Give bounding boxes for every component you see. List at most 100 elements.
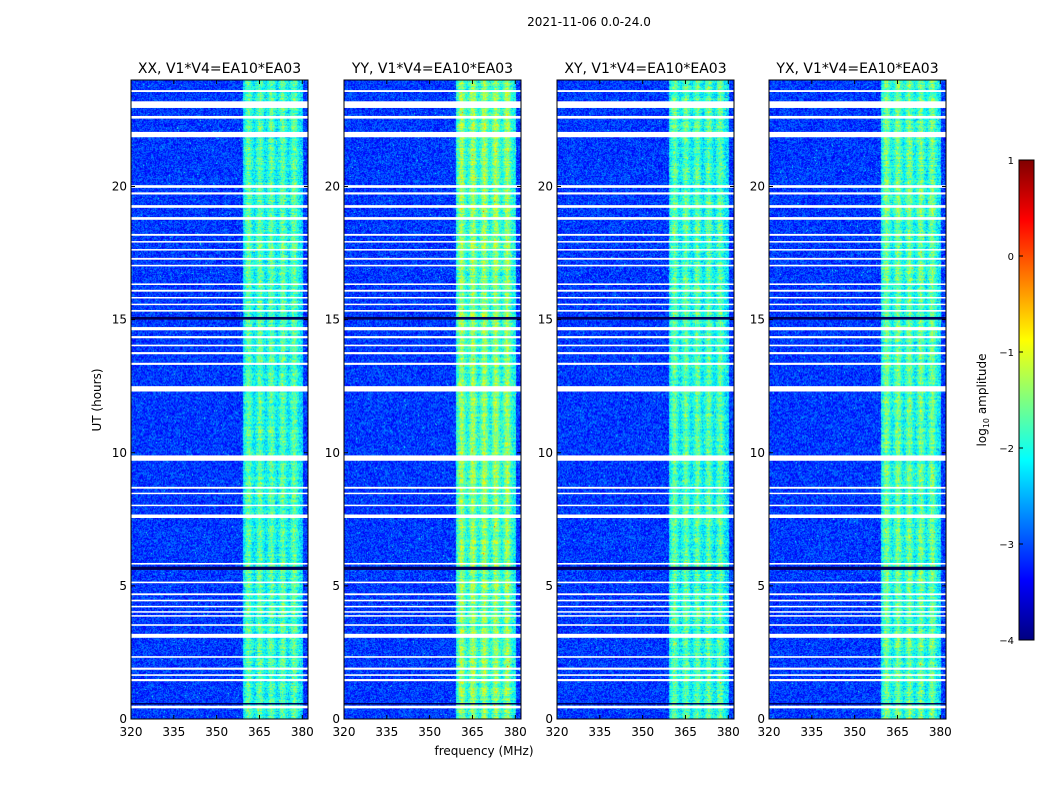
x-tick-label: 365 xyxy=(461,725,484,739)
flagged-row xyxy=(344,205,521,208)
flagged-row xyxy=(769,633,946,638)
flagged-row xyxy=(557,504,734,507)
flagged-row xyxy=(769,615,946,617)
flagged-row xyxy=(344,611,521,613)
flagged-row xyxy=(344,599,521,602)
flagged-row xyxy=(131,257,308,260)
flagged-row xyxy=(769,257,946,260)
flagged-row xyxy=(769,667,946,670)
flagged-row xyxy=(344,705,521,709)
flagged-row xyxy=(131,599,308,602)
flagged-row xyxy=(344,90,521,92)
x-tick-label: 320 xyxy=(546,725,569,739)
flagged-row xyxy=(769,205,946,208)
flagged-row xyxy=(769,486,946,489)
flagged-row xyxy=(769,504,946,507)
flagged-row xyxy=(769,611,946,613)
flagged-row xyxy=(131,241,308,243)
flagged-row xyxy=(769,303,946,306)
x-tick-label: 350 xyxy=(631,725,654,739)
flagged-row xyxy=(131,486,308,489)
flagged-row xyxy=(557,386,734,392)
dark-row xyxy=(769,703,946,705)
dark-row xyxy=(557,703,734,705)
dark-row xyxy=(131,566,308,570)
flagged-row xyxy=(557,674,734,676)
flagged-row xyxy=(131,310,308,312)
flagged-row xyxy=(344,185,521,188)
y-axis-label: UT (hours) xyxy=(90,368,104,431)
y-tick-label: 10 xyxy=(750,446,765,460)
flagged-row xyxy=(557,303,734,306)
flagged-row xyxy=(769,249,946,251)
flagged-rows xyxy=(769,90,946,709)
flagged-row xyxy=(131,656,308,658)
flagged-row xyxy=(344,101,521,108)
panel-frame xyxy=(556,79,735,720)
flagged-row xyxy=(344,310,521,312)
flagged-row xyxy=(557,679,734,682)
flagged-row xyxy=(769,352,946,355)
flagged-rows xyxy=(557,90,734,709)
flagged-row xyxy=(557,233,734,236)
flagged-row xyxy=(344,615,521,617)
flagged-row xyxy=(131,283,308,286)
flagged-row xyxy=(769,455,946,461)
flagged-row xyxy=(344,386,521,392)
flagged-row xyxy=(344,257,521,260)
flagged-row xyxy=(557,283,734,286)
colorbar-tick-label: 1 xyxy=(1008,156,1014,167)
panel-1: XX, V1*V4=EA10*EA03 320 335 350 365 380 0 5 10 15… xyxy=(112,61,314,739)
flagged-row xyxy=(769,492,946,495)
x-tick-label: 350 xyxy=(205,725,228,739)
flagged-row xyxy=(557,605,734,608)
flagged-row xyxy=(769,185,946,188)
flagged-row xyxy=(769,131,946,138)
flagged-row xyxy=(769,90,946,92)
flagged-row xyxy=(557,296,734,299)
dark-row xyxy=(344,703,521,705)
flagged-row xyxy=(344,344,521,347)
y-tick-label: 10 xyxy=(538,446,553,460)
flagged-row xyxy=(557,615,734,617)
flagged-row xyxy=(557,599,734,602)
flagged-row xyxy=(557,455,734,461)
flagged-row xyxy=(769,386,946,392)
flagged-row xyxy=(557,131,734,138)
y-tick-label: 20 xyxy=(538,180,553,194)
flagged-row xyxy=(344,115,521,119)
flagged-row xyxy=(131,386,308,392)
colorbar-tick-label: −3 xyxy=(999,540,1014,551)
flagged-row xyxy=(344,492,521,495)
flagged-row xyxy=(557,581,734,584)
flagged-row xyxy=(131,667,308,670)
dark-row xyxy=(131,703,308,705)
panel-3: XY, V1*V4=EA10*EA03 320 335 350 365 380 0 5 10 15… xyxy=(538,61,740,739)
x-tick-label: 320 xyxy=(333,725,356,739)
flagged-row xyxy=(557,656,734,658)
flagged-row xyxy=(344,283,521,286)
flagged-row xyxy=(131,674,308,676)
flagged-row xyxy=(557,327,734,331)
flagged-row xyxy=(131,611,308,613)
flagged-row xyxy=(557,562,734,565)
flagged-row xyxy=(557,624,734,626)
y-tick-label: 15 xyxy=(750,313,765,327)
flagged-row xyxy=(344,633,521,638)
flagged-row xyxy=(344,581,521,584)
flagged-row xyxy=(769,362,946,365)
flagged-row xyxy=(131,303,308,306)
y-tick-label: 5 xyxy=(757,579,765,593)
panel-frame xyxy=(343,79,522,720)
flagged-row xyxy=(344,624,521,626)
y-tick-label: 5 xyxy=(545,579,553,593)
flagged-row xyxy=(344,233,521,236)
colorbar-label-rest: amplitude xyxy=(975,354,989,418)
colorbar-ticks: 1 0 −1 −2 −3 −4 xyxy=(999,156,1023,647)
colorbar: 10−1−2−3−4 log10 amplitude xyxy=(975,156,1035,647)
x-tick-label: 365 xyxy=(674,725,697,739)
flagged-row xyxy=(344,362,521,365)
flagged-row xyxy=(344,504,521,507)
flagged-row xyxy=(344,562,521,565)
y-tick-label: 0 xyxy=(757,712,765,726)
